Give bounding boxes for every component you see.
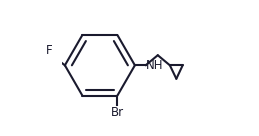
Text: F: F <box>46 44 53 57</box>
Text: NH: NH <box>146 59 164 72</box>
Text: Br: Br <box>111 106 124 119</box>
